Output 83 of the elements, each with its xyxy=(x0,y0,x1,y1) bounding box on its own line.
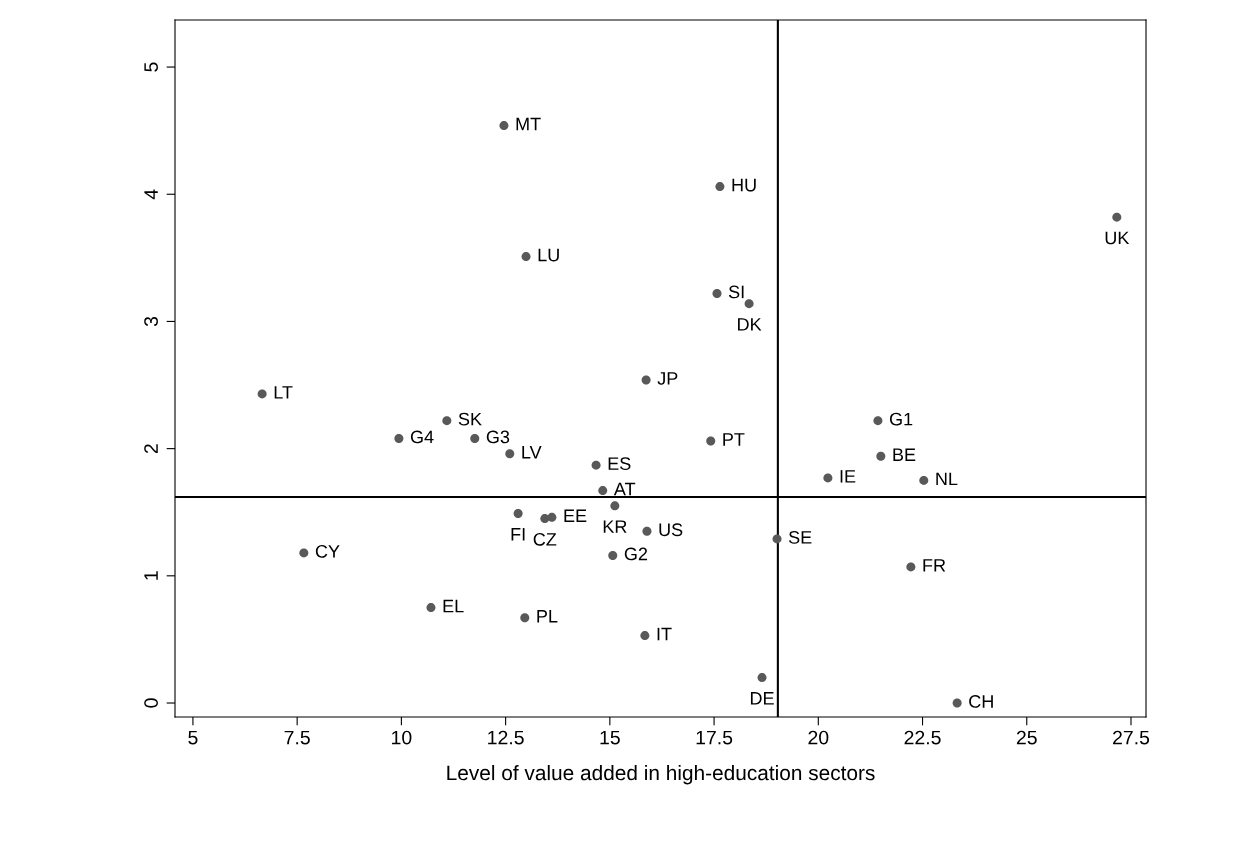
point xyxy=(906,562,916,572)
x-tick-label: 27.5 xyxy=(1113,730,1150,745)
point xyxy=(744,299,754,309)
point xyxy=(513,509,523,518)
point xyxy=(715,182,725,192)
x-axis-title: Level of value added in high-education sectors xyxy=(447,764,875,785)
point xyxy=(640,631,650,641)
annotation: ES xyxy=(608,457,631,471)
x-tick-label: 15 xyxy=(600,730,620,745)
annotation: US xyxy=(659,523,683,537)
point xyxy=(521,252,531,262)
point xyxy=(952,698,962,708)
annotation: DE xyxy=(750,692,774,705)
y-tick-label: 1 xyxy=(144,571,158,580)
annotation: SK xyxy=(458,412,482,426)
point xyxy=(426,603,436,613)
point xyxy=(642,526,652,536)
annotation: BE xyxy=(893,448,916,461)
annotation: MT xyxy=(516,117,541,131)
point xyxy=(442,416,452,426)
annotation: IE xyxy=(840,470,856,483)
point xyxy=(610,501,620,511)
annotation: CH xyxy=(969,695,993,708)
point xyxy=(1112,212,1122,222)
point xyxy=(591,460,601,470)
point xyxy=(608,550,618,560)
y-tick-label: 4 xyxy=(144,189,158,200)
annotation: G1 xyxy=(889,412,913,426)
annotation: KR xyxy=(603,520,627,533)
point xyxy=(257,389,267,399)
x-tick-label: 12.5 xyxy=(488,730,524,745)
annotation: SI xyxy=(728,285,744,299)
x-tick-label: 5 xyxy=(188,730,198,745)
annotation: EL xyxy=(443,599,464,613)
point xyxy=(876,451,886,461)
point xyxy=(598,486,608,496)
point xyxy=(470,433,480,443)
annotation: G2 xyxy=(624,547,648,561)
point xyxy=(540,514,550,524)
annotation: G3 xyxy=(486,430,510,444)
annotation: NL xyxy=(936,472,958,486)
annotation: FI xyxy=(511,528,525,541)
point xyxy=(873,416,883,426)
point xyxy=(757,673,767,683)
annotation: CZ xyxy=(533,532,557,546)
point xyxy=(394,433,404,443)
y-tick-label: 3 xyxy=(144,316,158,327)
annotation: JP xyxy=(657,372,678,385)
point xyxy=(706,436,716,446)
y-tick-label: 0 xyxy=(144,698,158,708)
y-tick-label: 2 xyxy=(144,444,158,454)
x-tick-label: 20 xyxy=(808,730,829,745)
point xyxy=(712,288,722,298)
annotation: HU xyxy=(732,178,756,192)
point xyxy=(499,121,509,131)
annotation: SE xyxy=(788,531,812,544)
x-tick-label: 22.5 xyxy=(904,730,941,745)
annotation: UK xyxy=(1105,231,1130,245)
point xyxy=(919,475,929,485)
annotation: LT xyxy=(274,386,293,399)
annotation: AT xyxy=(613,482,636,496)
x-tick-label: 10 xyxy=(392,730,412,745)
x-tick-label: 25 xyxy=(1016,730,1037,745)
annotation: PL xyxy=(537,610,558,623)
point xyxy=(641,375,651,385)
annotation: PT xyxy=(723,433,745,446)
point xyxy=(505,449,515,459)
point xyxy=(547,512,557,522)
annotation: LU xyxy=(538,248,559,262)
x-tick-label: 7.5 xyxy=(284,730,310,745)
point xyxy=(772,534,782,544)
point xyxy=(520,613,530,623)
x-tick-label: 17.5 xyxy=(696,730,733,745)
annotation: FR xyxy=(923,559,946,572)
annotation: G4 xyxy=(410,430,434,444)
annotation: EE xyxy=(564,509,587,522)
annotation: CY xyxy=(315,544,340,558)
annotation: DK xyxy=(738,318,762,331)
point xyxy=(823,473,833,483)
y-tick-label: 5 xyxy=(144,62,158,72)
annotation: LV xyxy=(522,445,542,459)
annotation: IT xyxy=(657,627,672,641)
point xyxy=(299,548,309,558)
